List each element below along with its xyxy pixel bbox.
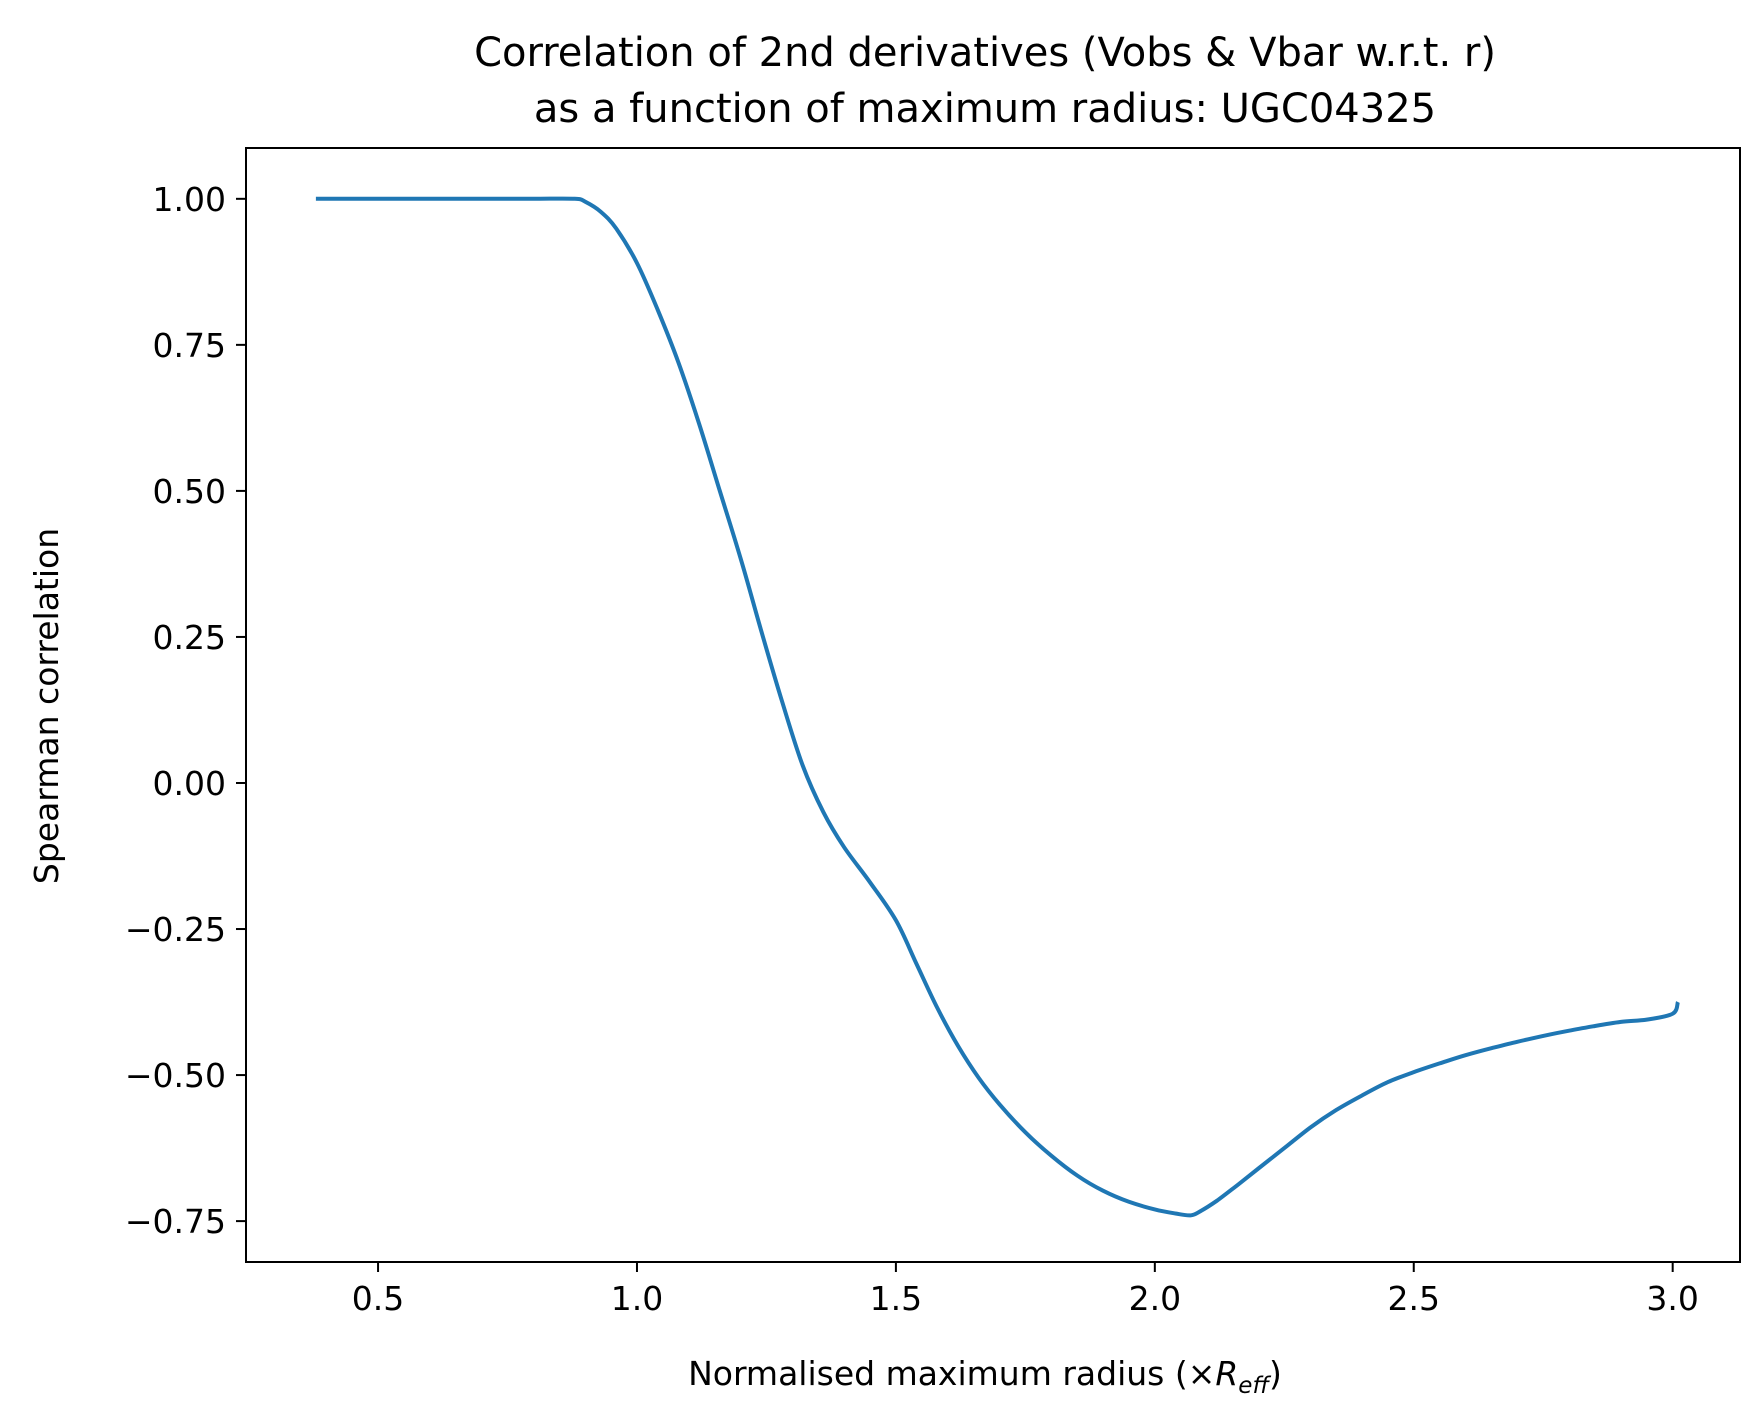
y-tick-label: 0.00 — [153, 764, 226, 803]
x-axis-label-prefix: Normalised maximum radius (× — [688, 1354, 1215, 1393]
x-tick-label: 1.5 — [870, 1279, 922, 1318]
x-tick-label: 1.0 — [611, 1279, 663, 1318]
series-line — [315, 196, 1680, 1218]
x-axis-label-symbol: R — [1215, 1354, 1238, 1393]
y-axis-label: Spearman correlation — [27, 528, 66, 884]
y-tick-label: −0.50 — [125, 1056, 226, 1095]
chart-title-line-1: Correlation of 2nd derivatives (Vobs & V… — [474, 30, 1496, 76]
y-axis-ticks: 1.00 0.75 0.50 0.25 0.00 −0.25 −0.50 −0.75 — [125, 180, 246, 1241]
y-tick-label: 0.25 — [153, 618, 226, 657]
x-tick-label: 0.5 — [352, 1279, 404, 1318]
y-tick-label: 0.75 — [153, 326, 226, 365]
x-axis-ticks: 0.5 1.0 1.5 2.0 2.5 3.0 — [352, 1262, 1699, 1318]
y-tick-label: 1.00 — [153, 180, 226, 219]
x-axis-label-suffix: ) — [1269, 1354, 1282, 1393]
chart-title-line-2: as a function of maximum radius: UGC0432… — [534, 86, 1436, 132]
plot-area-frame — [245, 147, 1741, 1263]
y-tick-label: −0.75 — [125, 1202, 226, 1241]
x-axis-label: Normalised maximum radius (×Reff) — [688, 1354, 1282, 1399]
x-tick-label: 2.0 — [1129, 1279, 1181, 1318]
x-tick-label: 2.5 — [1388, 1279, 1440, 1318]
y-tick-label: −0.25 — [125, 910, 226, 949]
x-axis-label-subscript: eff — [1238, 1373, 1271, 1399]
x-tick-label: 3.0 — [1646, 1279, 1698, 1318]
y-tick-label: 0.50 — [153, 472, 226, 511]
